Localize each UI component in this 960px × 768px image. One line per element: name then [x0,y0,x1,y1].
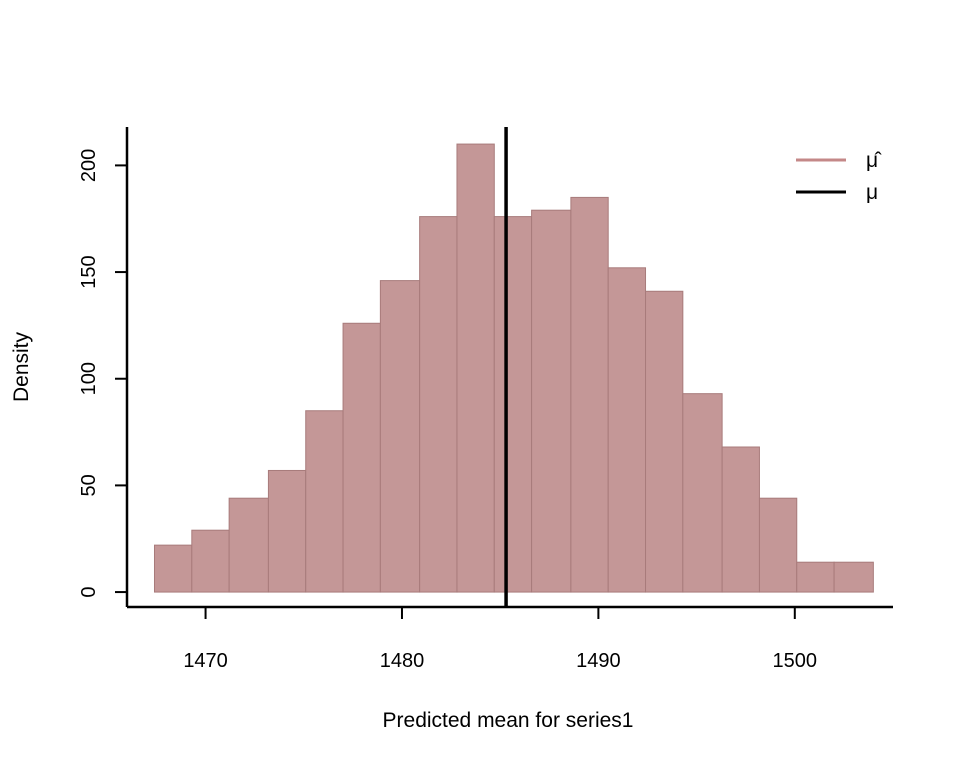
histogram-bar [342,322,381,593]
histogram-bar [191,529,230,593]
histogram-bar [153,544,193,593]
histogram-bar [833,561,874,593]
y-tick-label: 200 [78,149,100,182]
histogram-bar [531,209,572,593]
y-axis-ticks: 0 50 100 150 200 [78,149,127,598]
histogram-bar [228,497,269,593]
histogram-bar [570,196,609,593]
histogram-bar [305,410,344,593]
histogram-bar [758,497,798,593]
histogram-bar [796,561,835,593]
histogram-bar [607,267,647,593]
histogram-bar [721,446,760,593]
histogram-bar [682,393,723,593]
y-axis-title: Density [10,331,33,402]
legend: μ̂ μ [796,149,882,204]
y-tick-label: 100 [78,362,100,395]
legend-label-mu-hat: μ̂ [866,149,882,172]
histogram-bars [153,143,874,593]
histogram-bar [267,469,307,593]
histogram-bar [456,143,495,593]
histogram-bar [379,280,421,593]
y-tick-label: 0 [78,587,100,598]
axes: 1470 1480 1490 1500 0 50 100 150 200 [78,127,893,672]
histogram-bar [645,290,684,593]
legend-label-mu: μ [866,181,878,204]
x-tick-label: 1500 [773,650,818,672]
y-tick-label: 50 [78,474,100,496]
x-tick-label: 1470 [183,650,228,672]
x-axis-title: Predicted mean for series1 [383,709,634,732]
x-tick-label: 1490 [576,650,621,672]
x-axis-ticks: 1470 1480 1490 1500 [183,607,817,672]
x-tick-label: 1480 [380,650,425,672]
histogram-bar [419,216,458,593]
histogram-bar [493,216,533,593]
y-tick-label: 150 [78,255,100,288]
